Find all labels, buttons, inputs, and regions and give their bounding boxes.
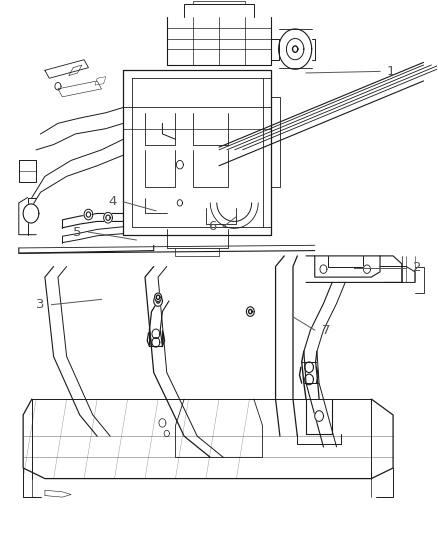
Polygon shape: [364, 265, 371, 273]
Text: 1: 1: [387, 65, 395, 78]
Text: 2: 2: [413, 261, 421, 274]
Polygon shape: [154, 296, 162, 306]
Polygon shape: [84, 209, 93, 220]
Polygon shape: [23, 204, 39, 223]
Text: 3: 3: [36, 298, 45, 311]
Polygon shape: [247, 307, 254, 317]
Polygon shape: [155, 293, 162, 302]
Polygon shape: [104, 213, 113, 223]
Text: 7: 7: [321, 324, 330, 337]
Polygon shape: [315, 411, 323, 421]
Polygon shape: [320, 265, 327, 273]
Text: 4: 4: [108, 195, 117, 208]
Text: 5: 5: [73, 225, 82, 239]
Text: 6: 6: [208, 220, 217, 233]
